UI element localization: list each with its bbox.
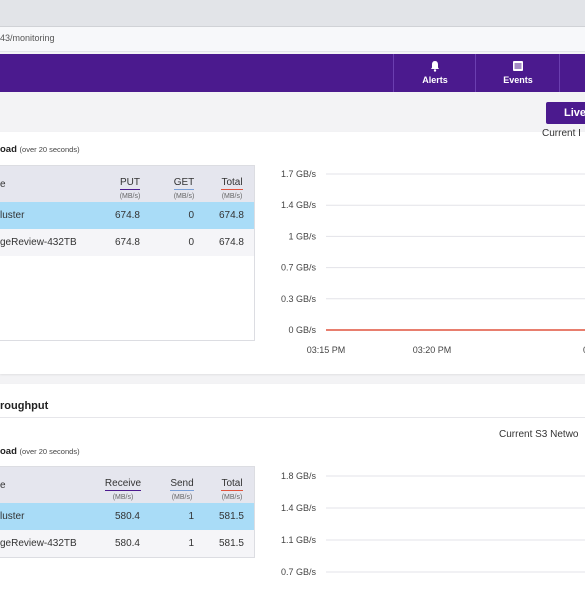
workload-subtitle: oad (over 20 seconds) [0,144,80,155]
col-total-header[interactable]: Total (MB/s) [221,478,243,501]
row-total: 581.5 [218,538,244,549]
nav-alerts[interactable]: Alerts [393,54,476,92]
y-tick-label: 1.4 GB/s [281,503,317,513]
throughput-subtitle: oad (over 20 seconds) [0,446,80,457]
row-send: 1 [188,538,194,549]
y-tick-label: 0.7 GB/s [281,263,317,273]
row-total: 581.5 [218,511,244,522]
table-header: e Receive (MB/s) Send (MB/s) Total (MB/s… [0,467,254,503]
col-put-header[interactable]: PUT (MB/s) [119,177,141,200]
x-tick-label: 03 [583,345,585,355]
workload-chart-title: Current I [542,128,581,139]
workload-panel: oad (over 20 seconds) Current I e PUT (M… [0,128,585,374]
y-tick-label: 1.1 GB/s [281,535,317,545]
table-empty-area [0,256,254,340]
col-get-header[interactable]: GET (MB/s) [173,177,195,200]
throughput-table: e Receive (MB/s) Send (MB/s) Total (MB/s… [0,466,255,558]
y-tick-label: 0.3 GB/s [281,294,317,304]
table-row[interactable]: geReview-432TB 674.8 0 674.8 [0,229,254,256]
x-tick-label: 03:15 PM [307,345,346,355]
row-receive: 580.4 [114,538,140,549]
y-tick-label: 1.4 GB/s [281,200,317,210]
col-send-header[interactable]: Send (MB/s) [170,478,194,501]
row-send: 1 [188,511,194,522]
y-tick-label: 1.7 GB/s [281,169,317,179]
y-tick-label: 0.7 GB/s [281,567,317,577]
row-get: 0 [188,210,194,221]
workload-chart: 1.7 GB/s 1.4 GB/s 1 GB/s 0.7 GB/s 0.3 GB/s 0 … [281,169,585,355]
x-tick-label: 03:20 PM [413,345,452,355]
throughput-panel: roughput oad (over 20 seconds) Current S… [0,384,585,594]
browser-tab-strip [0,0,585,27]
nav-item-partial[interactable] [559,54,585,92]
live-button[interactable]: Live [546,102,585,124]
row-name: luster [0,210,25,221]
col-receive-header[interactable]: Receive (MB/s) [104,478,142,501]
row-name: luster [0,511,25,522]
app-header: Alerts Events [0,54,585,92]
row-put: 674.8 [114,210,140,221]
bell-icon [431,61,439,72]
nav-alerts-label: Alerts [422,75,448,85]
nav-events-label: Events [503,75,533,85]
table-header: e PUT (MB/s) GET (MB/s) Total (MB/s) [0,166,254,202]
col-total-header[interactable]: Total (MB/s) [221,177,243,200]
table-row[interactable]: geReview-432TB 580.4 1 581.5 [0,530,254,557]
table-row[interactable]: luster 674.8 0 674.8 [0,202,254,229]
nav-events[interactable]: Events [475,54,560,92]
workload-table: e PUT (MB/s) GET (MB/s) Total (MB/s) lus… [0,165,255,341]
throughput-chart: 1.8 GB/s 1.4 GB/s 1.1 GB/s 0.7 GB/s [281,471,585,577]
col-name-header: e [0,480,6,491]
address-bar[interactable]: 43/monitoring [0,27,585,52]
col-name-header: e [0,179,6,190]
row-total: 674.8 [218,210,244,221]
y-tick-label: 1 GB/s [288,231,316,241]
row-name: geReview-432TB [0,538,77,549]
row-total: 674.8 [218,237,244,248]
y-tick-label: 1.8 GB/s [281,471,317,481]
list-icon [513,61,523,71]
y-tick-label: 0 GB/s [288,325,316,335]
row-get: 0 [188,237,194,248]
row-name: geReview-432TB [0,237,77,248]
divider [0,417,585,418]
url-text[interactable]: 43/monitoring [0,33,55,43]
throughput-chart-title: Current S3 Netwo [499,429,579,440]
throughput-title: roughput [0,400,49,412]
table-row[interactable]: luster 580.4 1 581.5 [0,503,254,530]
row-receive: 580.4 [114,511,140,522]
row-put: 674.8 [114,237,140,248]
